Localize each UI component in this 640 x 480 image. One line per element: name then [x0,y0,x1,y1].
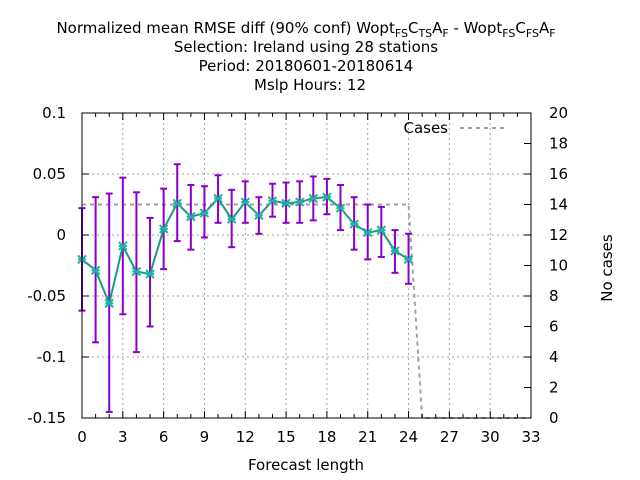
data-point-18 [322,192,332,202]
y-tick-label-5: 0.1 [42,104,66,122]
data-point-11 [226,214,237,224]
data-point-19 [335,203,346,213]
y2-tick-label-9: 18 [549,135,568,153]
x-tick-label-9: 27 [440,428,459,446]
y2-tick-label-2: 4 [549,348,559,366]
data-point-7 [172,198,182,208]
y2-tick-label-8: 16 [549,165,568,183]
x-tick-label-1: 3 [118,428,128,446]
y-tick-label-1: -0.1 [37,348,66,366]
y2-tick-label-7: 14 [549,196,568,214]
data-point-21 [363,227,373,238]
chart-title-line2: Selection: Ireland using 28 stations [174,38,438,56]
data-point-13 [254,210,264,221]
x-tick-label-10: 30 [481,428,500,446]
data-point-16 [294,197,305,207]
cases-layer [82,203,531,419]
data-point-22 [376,225,387,235]
data-point-23 [390,246,400,256]
data-point-12 [240,197,250,207]
y2-tick-label-1: 2 [549,379,559,397]
cases-line [82,203,531,419]
grid [82,113,531,418]
x-tick-label-4: 12 [236,428,255,446]
y2-tick-label-10: 20 [549,104,568,122]
ticks: -0.15-0.1-0.0500.050.1024681012141618200… [27,104,568,446]
data-point-15 [281,198,291,208]
y2-axis-label: No cases [598,234,616,302]
x-tick-label-7: 21 [358,428,377,446]
legend-label-cases: Cases [403,119,448,137]
data-point-2 [104,298,114,309]
chart-title-line4: Mslp Hours: 12 [254,76,366,94]
data-point-14 [267,196,278,206]
y2-tick-label-4: 8 [549,287,559,305]
y-tick-label-2: -0.05 [27,287,66,305]
x-tick-label-5: 15 [277,428,296,446]
y2-tick-label-5: 10 [549,257,568,275]
y-tick-label-3: 0 [56,226,66,244]
data-point-5 [145,269,155,279]
y2-tick-label-3: 6 [549,318,559,336]
x-axis-label: Forecast length [248,456,364,474]
data-point-24 [403,254,414,265]
x-tick-label-11: 33 [521,428,540,446]
legend: Cases [403,119,506,137]
data-point-20 [349,219,359,229]
data-point-6 [158,224,169,234]
chart-title-line3: Period: 20180601-20180614 [199,57,414,75]
y-tick-label-4: 0.05 [33,165,66,183]
x-tick-label-6: 18 [317,428,336,446]
series-layer [77,192,414,309]
y2-tick-label-0: 0 [549,409,559,427]
data-point-1 [90,265,101,276]
x-tick-label-0: 0 [77,428,87,446]
x-tick-label-8: 24 [399,428,418,446]
data-point-4 [131,266,142,277]
data-point-9 [199,208,210,218]
data-point-8 [186,211,196,222]
data-point-3 [118,241,128,251]
data-point-10 [213,193,223,204]
x-tick-label-2: 6 [159,428,169,446]
data-point-17 [308,193,319,204]
x-tick-label-3: 9 [200,428,210,446]
y2-tick-label-6: 12 [549,226,568,244]
chart-title-line1: Normalized mean RMSE diff (90% conf) Wop… [56,19,555,40]
y-tick-label-0: -0.15 [27,409,66,427]
